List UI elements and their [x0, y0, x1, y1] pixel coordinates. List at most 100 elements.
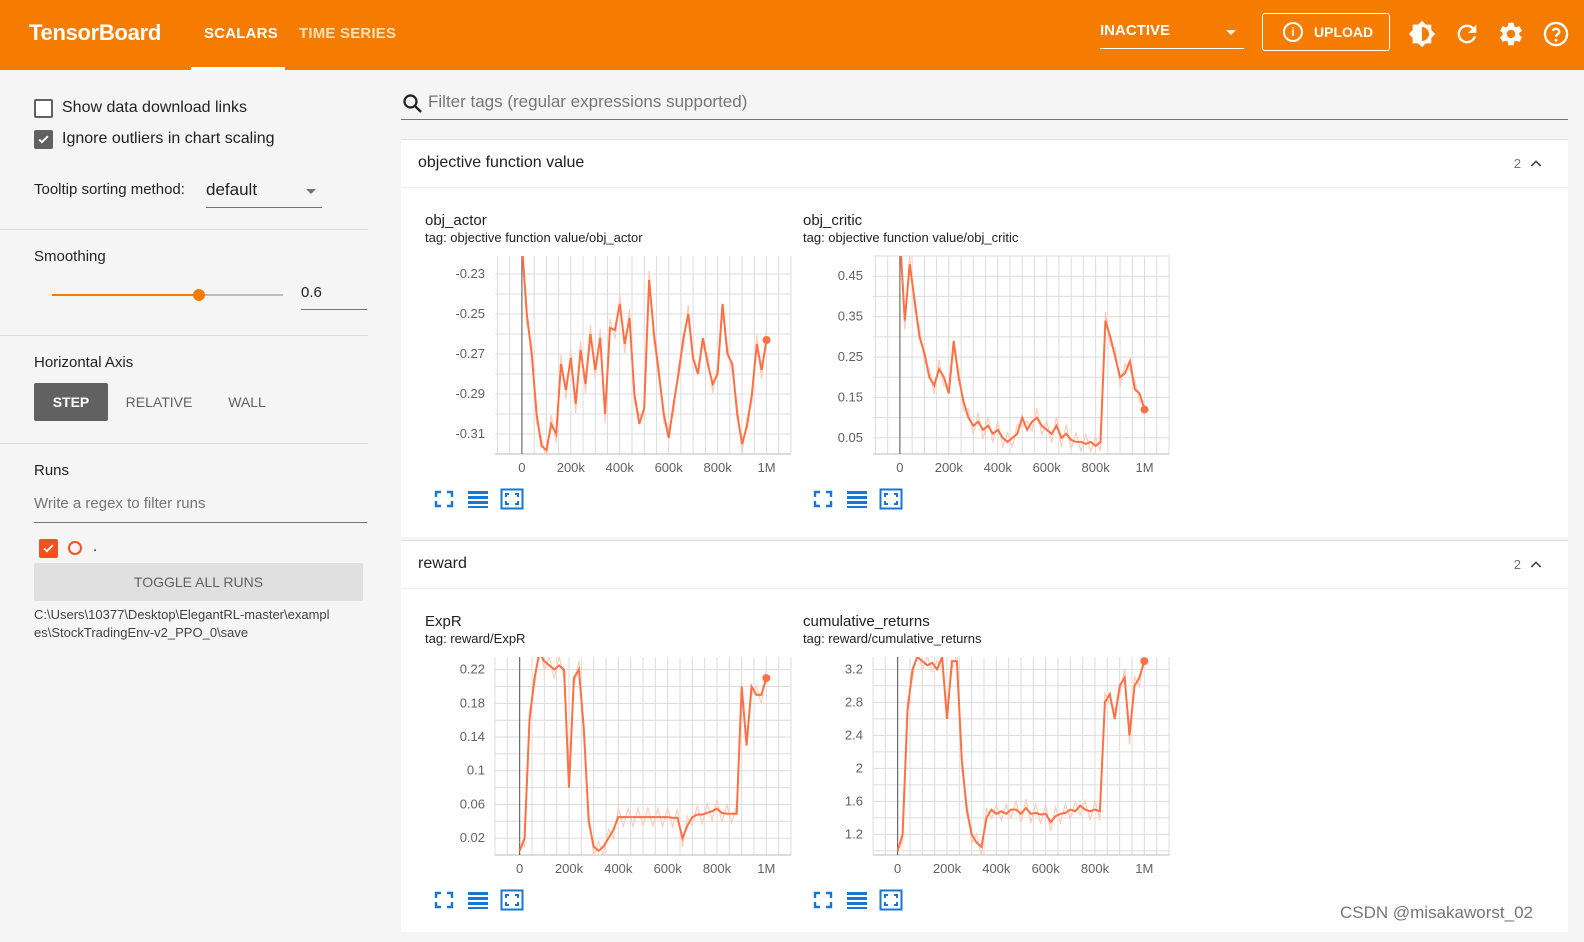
theme-icon[interactable]	[1408, 20, 1436, 48]
chart-title: cumulative_returns	[803, 613, 930, 630]
ignore-outliers-checkbox[interactable]	[34, 130, 53, 149]
x-tick-label: 1M	[758, 460, 776, 475]
chart-obj-critic: obj_critic tag: objective function value…	[803, 212, 1183, 532]
x-tick-label: 800k	[1082, 460, 1111, 475]
y-tick-label: -0.23	[455, 266, 485, 281]
axis-step-button[interactable]: STEP	[34, 383, 108, 421]
chart-title: ExpR	[425, 613, 462, 630]
chevron-up-icon[interactable]	[1528, 557, 1544, 573]
tab-time-series[interactable]: TIME SERIES	[299, 25, 397, 42]
y-tick-label: 1.2	[845, 826, 863, 841]
help-icon[interactable]	[1542, 20, 1570, 48]
data-table-icon[interactable]	[845, 488, 867, 508]
x-tick-label: 200k	[935, 460, 964, 475]
x-tick-label: 600k	[1032, 861, 1061, 876]
active-tab-indicator	[191, 67, 285, 70]
brand-logo: TensorBoard	[29, 20, 161, 45]
chart-title: obj_critic	[803, 212, 863, 229]
search-icon	[403, 94, 422, 113]
chart-tag: tag: objective function value/obj_critic	[803, 230, 1019, 245]
divider	[0, 335, 368, 336]
group-count: 2	[1513, 156, 1521, 171]
series-line	[521, 256, 768, 452]
smoothing-value-input[interactable]: 0.6	[301, 284, 367, 310]
group-header[interactable]: objective function value 2	[401, 140, 1568, 188]
series-line	[518, 657, 768, 853]
tag-filter-input[interactable]: Filter tags (regular expressions support…	[401, 88, 1568, 120]
y-tick-label: 0.1	[467, 763, 485, 778]
axis-relative-button[interactable]: RELATIVE	[125, 394, 193, 410]
sidebar	[0, 70, 390, 942]
runs-label: Runs	[34, 462, 70, 479]
smoothing-slider-thumb[interactable]	[192, 289, 205, 301]
x-tick-label: 200k	[933, 861, 962, 876]
run-color-swatch[interactable]	[68, 541, 82, 555]
group-count: 2	[1513, 557, 1521, 572]
y-tick-label: 0.05	[838, 430, 863, 445]
show-download-links-checkbox[interactable]	[34, 99, 53, 118]
chevron-up-icon[interactable]	[1528, 156, 1544, 172]
data-table-icon[interactable]	[466, 488, 488, 508]
fullscreen-icon[interactable]	[432, 889, 454, 909]
x-tick-label: 0	[516, 861, 523, 876]
run-path: C:\Users\10377\Desktop\ElegantRL-master\…	[34, 607, 330, 640]
toggle-all-runs-button[interactable]: TOGGLE ALL RUNS	[34, 563, 363, 601]
smoothing-label: Smoothing	[34, 248, 106, 265]
x-tick-label: 200k	[555, 861, 584, 876]
y-tick-label: 0.45	[838, 268, 863, 283]
group-title: objective function value	[418, 154, 585, 171]
tooltip-sorting-select[interactable]: default	[206, 180, 322, 208]
upload-label: UPLOAD	[1314, 24, 1374, 40]
fit-domain-icon[interactable]	[500, 488, 524, 510]
refresh-icon[interactable]	[1453, 20, 1481, 48]
series-line	[900, 256, 1146, 448]
y-tick-label: 0.35	[838, 309, 863, 324]
y-tick-label: -0.31	[455, 426, 485, 441]
last-point-marker	[762, 336, 771, 344]
fit-domain-icon[interactable]	[879, 488, 903, 510]
y-tick-label: 0.02	[460, 830, 485, 845]
x-tick-label: 800k	[1081, 861, 1110, 876]
y-tick-label: 0.18	[460, 695, 485, 710]
y-tick-label: 3.2	[845, 661, 863, 676]
run-checkbox[interactable]	[39, 539, 58, 558]
series-line	[896, 657, 1146, 852]
chart-plot[interactable]: 0.45 0.35 0.25 0.15 0.05 0 200k 400k 600k 800k 1M	[803, 246, 1173, 486]
chevron-down-icon	[1226, 30, 1236, 35]
chart-plot[interactable]: 0.22 0.18 0.14 0.1 0.06 0.02 0 200k 400k 600k 800k…	[425, 647, 795, 887]
settings-icon[interactable]	[1497, 20, 1525, 48]
x-tick-label: 400k	[982, 861, 1011, 876]
last-point-marker	[762, 674, 771, 683]
y-tick-label: 0.25	[838, 349, 863, 364]
axis-wall-button[interactable]: WALL	[228, 394, 266, 410]
chart-plot[interactable]: -0.23 -0.25 -0.27 -0.29 -0.31 0 200k 400k 600k 80…	[425, 246, 795, 486]
fit-domain-icon[interactable]	[879, 889, 903, 911]
group-header[interactable]: reward 2	[401, 541, 1568, 589]
last-point-marker	[1140, 405, 1149, 414]
upload-button[interactable]: i UPLOAD	[1262, 13, 1390, 51]
fullscreen-icon[interactable]	[811, 488, 833, 508]
tooltip-sorting-label: Tooltip sorting method:	[34, 181, 185, 198]
y-tick-label: -0.29	[455, 386, 485, 401]
check-icon	[43, 544, 54, 553]
fullscreen-icon[interactable]	[811, 889, 833, 909]
x-tick-label: 1M	[1135, 861, 1153, 876]
fit-domain-icon[interactable]	[500, 889, 524, 911]
tab-scalars[interactable]: SCALARS	[204, 25, 278, 42]
chart-tag: tag: reward/ExpR	[425, 631, 526, 646]
x-tick-label: 0	[518, 460, 525, 475]
chart-plot[interactable]: 3.2 2.8 2.4 2 1.6 1.2 0 200k 400k 600k 800k 1M	[803, 647, 1173, 887]
watermark: CSDN @misakaworst_02	[1340, 903, 1533, 922]
data-table-icon[interactable]	[466, 889, 488, 909]
runs-filter-input[interactable]: Write a regex to filter runs	[34, 495, 367, 523]
data-table-icon[interactable]	[845, 889, 867, 909]
last-point-marker	[1140, 657, 1149, 666]
fullscreen-icon[interactable]	[432, 488, 454, 508]
y-tick-label: 0.22	[460, 662, 485, 677]
horizontal-axis-label: Horizontal Axis	[34, 354, 134, 371]
x-tick-label: 800k	[703, 861, 732, 876]
x-tick-label: 1M	[1136, 460, 1154, 475]
run-name: .	[93, 538, 98, 555]
top-app-bar: TensorBoard SCALARS TIME SERIES INACTIVE…	[0, 0, 1584, 70]
plugin-select[interactable]: INACTIVE	[1100, 22, 1244, 49]
